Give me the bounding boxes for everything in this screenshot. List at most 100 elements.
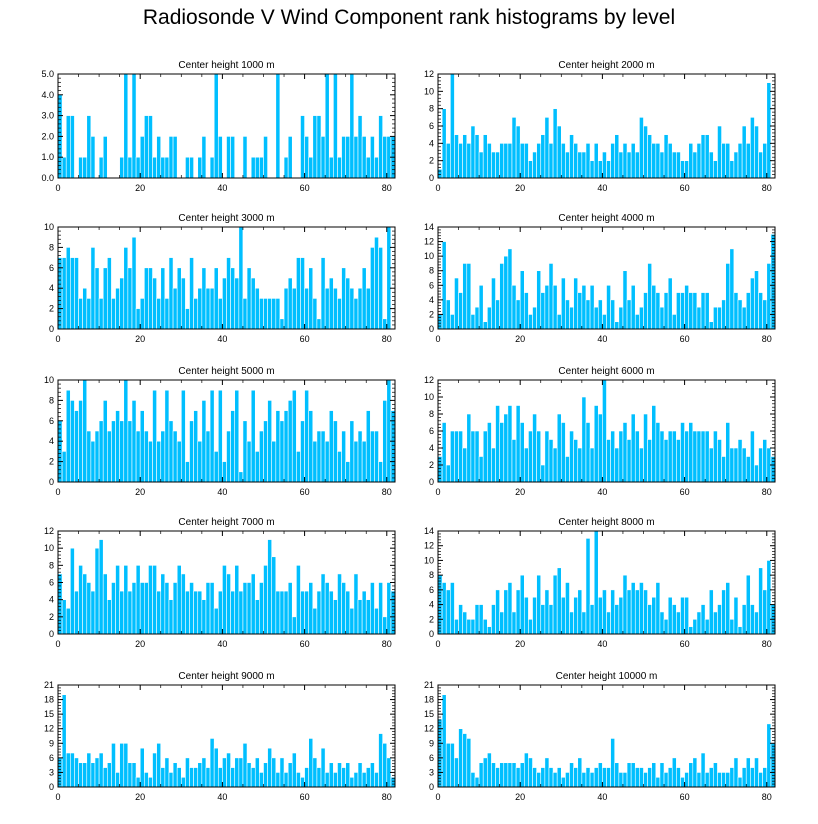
bar — [209, 738, 215, 788]
x-tick-label: 80 — [762, 487, 772, 497]
y-tick-label: 2 — [429, 156, 434, 166]
bar — [651, 596, 657, 635]
bar — [148, 267, 153, 330]
bar — [671, 430, 677, 483]
y-tick-label: 12 — [424, 541, 434, 551]
bar — [445, 589, 451, 635]
y-tick-label: 2 — [49, 457, 54, 467]
bar — [717, 772, 722, 788]
bar — [337, 156, 342, 179]
bar — [168, 420, 174, 483]
bar — [279, 420, 285, 483]
y-tick-label: 12 — [424, 237, 434, 247]
bar — [606, 611, 611, 635]
bar — [193, 767, 199, 788]
bar — [180, 573, 186, 635]
bar — [503, 143, 509, 179]
bar — [82, 156, 88, 179]
bar — [704, 134, 710, 179]
bar — [259, 430, 264, 483]
bar — [226, 752, 231, 788]
bar — [560, 422, 566, 483]
bar — [275, 772, 281, 788]
bar — [622, 143, 628, 179]
y-tick-label: 6 — [429, 753, 434, 763]
bar — [762, 143, 768, 179]
bar — [337, 762, 342, 788]
bar — [263, 762, 268, 788]
bar — [250, 277, 256, 330]
bar — [482, 430, 488, 483]
bar — [111, 420, 116, 483]
bar — [185, 308, 190, 330]
bar — [581, 284, 587, 330]
bar — [365, 599, 371, 635]
bar — [560, 277, 566, 330]
bar — [474, 430, 480, 483]
bar — [353, 573, 359, 635]
bar — [499, 611, 505, 635]
bar — [696, 143, 702, 179]
bar — [119, 420, 125, 483]
x-tick-label: 40 — [217, 183, 227, 193]
bar — [680, 776, 685, 788]
bar — [193, 298, 199, 330]
bar — [65, 247, 71, 330]
y-tick-label: 8 — [429, 409, 434, 419]
bar — [713, 160, 718, 179]
bar — [626, 439, 632, 483]
bar — [462, 263, 468, 330]
bar — [651, 762, 657, 788]
y-tick-label: 6 — [429, 585, 434, 595]
bar — [478, 151, 484, 179]
bar — [585, 767, 591, 788]
bar — [102, 400, 108, 483]
bar — [333, 772, 338, 788]
bar — [324, 772, 330, 788]
bar — [370, 247, 375, 330]
bar — [688, 762, 694, 788]
bar — [189, 582, 194, 635]
bar — [144, 582, 149, 635]
bar — [515, 299, 521, 330]
bar — [144, 115, 149, 179]
bar — [131, 236, 137, 330]
bar — [532, 306, 537, 330]
bar — [242, 420, 248, 483]
bar — [246, 440, 252, 483]
x-tick-label: 0 — [435, 487, 440, 497]
bar — [254, 156, 260, 179]
bar — [123, 565, 129, 635]
bar — [205, 767, 211, 788]
bar — [205, 582, 211, 635]
bar — [291, 287, 297, 330]
bar — [287, 762, 293, 788]
bar — [370, 136, 375, 179]
bar — [548, 767, 554, 788]
bar — [127, 267, 133, 330]
bar — [597, 413, 603, 483]
bar — [164, 156, 170, 179]
bar — [585, 538, 591, 635]
bar — [123, 73, 129, 179]
bar — [470, 618, 476, 635]
bar — [692, 292, 698, 330]
bar — [445, 143, 451, 179]
x-tick-label: 80 — [762, 183, 772, 193]
bar — [300, 257, 305, 330]
bar — [74, 410, 79, 483]
panel-title: Center height 1000 m — [178, 60, 274, 71]
bar — [390, 776, 396, 788]
x-tick-label: 20 — [135, 487, 145, 497]
bar — [324, 73, 330, 179]
bar — [246, 582, 252, 635]
bar — [614, 447, 620, 483]
bar — [754, 757, 759, 788]
bar — [189, 257, 194, 330]
bar — [160, 430, 166, 483]
bar — [503, 589, 509, 635]
bar — [353, 136, 359, 179]
bar — [291, 752, 297, 788]
bar — [304, 767, 309, 788]
bar — [283, 156, 289, 179]
